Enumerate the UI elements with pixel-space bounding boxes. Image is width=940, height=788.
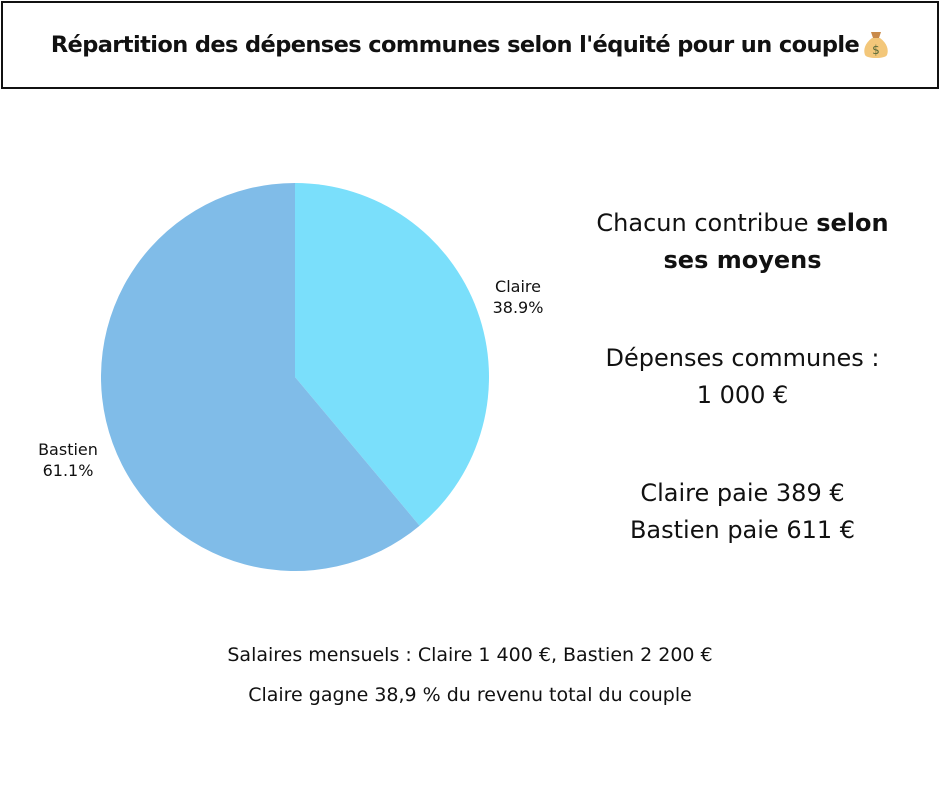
- expenses-label: Dépenses communes :: [605, 344, 880, 372]
- principle-bold-2: ses moyens: [663, 246, 822, 274]
- bastien-label: Bastien 61.1%: [28, 439, 108, 481]
- page-title: Répartition des dépenses communes selon …: [50, 32, 860, 58]
- claire-pays: Claire paie 389 €: [640, 479, 845, 507]
- money-bag-icon: $: [864, 32, 888, 58]
- share-text: Claire gagne 38,9 % du revenu total du c…: [248, 684, 692, 706]
- expenses-text: Dépenses communes : 1 000 €: [580, 340, 905, 414]
- pie-chart: [100, 182, 489, 571]
- bastien-name: Bastien: [38, 440, 98, 459]
- expenses-value: 1 000 €: [696, 381, 789, 409]
- bastien-pays: Bastien paie 611 €: [629, 516, 856, 544]
- title-box: Répartition des dépenses communes selon …: [1, 1, 939, 89]
- pie-slice-bastien: [100, 182, 420, 571]
- salaries-text: Salaires mensuels : Claire 1 400 €, Bast…: [227, 644, 713, 666]
- principle-bold-1: selon: [816, 209, 889, 237]
- claire-percent: 38.9%: [492, 298, 544, 317]
- claire-name: Claire: [495, 277, 541, 296]
- claire-label: Claire 38.9%: [478, 276, 558, 318]
- payments-text: Claire paie 389 € Bastien paie 611 €: [580, 475, 905, 549]
- principle-normal: Chacun contribue: [596, 209, 817, 237]
- bastien-percent: 61.1%: [42, 461, 94, 480]
- svg-text:$: $: [872, 43, 880, 57]
- pie-slice-claire: [295, 183, 489, 526]
- principle-text: Chacun contribue selon ses moyens: [580, 205, 905, 279]
